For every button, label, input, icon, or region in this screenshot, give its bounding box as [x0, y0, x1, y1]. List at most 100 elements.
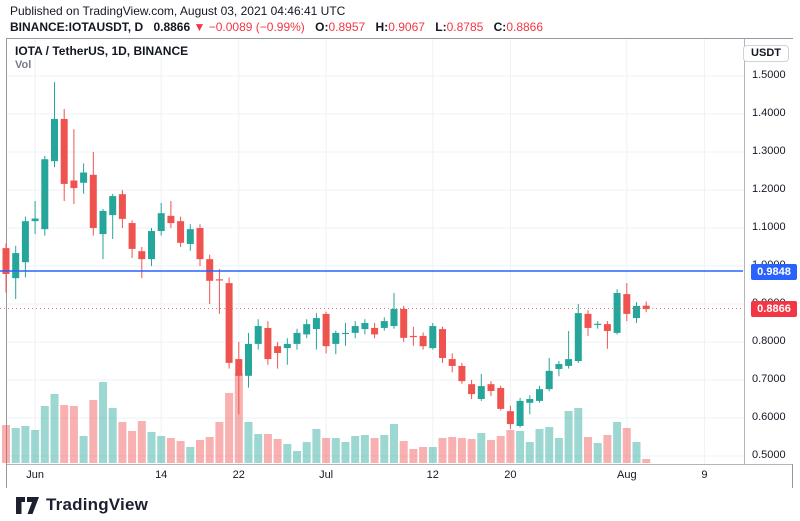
volume-bar — [215, 422, 224, 463]
time-axis-label: 22 — [232, 469, 245, 481]
candle — [41, 155, 49, 236]
close-value: 0.8866 — [506, 20, 544, 34]
tradingview-logo[interactable]: TradingView — [16, 495, 148, 515]
time-axis-label: 9 — [701, 469, 708, 481]
candle — [283, 338, 291, 365]
low-label: L: — [435, 20, 447, 34]
chart-frame: IOTA / TetherUS, 1D, BINANCE Vol 1.5000 1… — [2, 38, 797, 488]
last-price: 0.8866 — [153, 20, 191, 34]
candle — [603, 321, 611, 349]
candle — [167, 201, 175, 228]
volume-bar — [390, 424, 398, 463]
candle — [225, 277, 233, 369]
candle — [312, 313, 320, 350]
candle — [516, 397, 524, 428]
volume-bar — [196, 440, 204, 463]
candle — [2, 243, 10, 293]
candle — [400, 305, 408, 342]
candle — [468, 380, 476, 399]
candle — [303, 319, 311, 339]
chart-title: IOTA / TetherUS, 1D, BINANCE — [15, 44, 189, 58]
price-axis-label: 0.8000 — [752, 335, 786, 347]
candle — [623, 283, 631, 322]
candle — [342, 323, 349, 346]
volume-bar — [380, 435, 389, 463]
time-axis[interactable]: Jun 14 22 Jul 12 20 Aug 9 — [7, 464, 792, 488]
volume-bar — [11, 428, 20, 463]
volume-bar — [448, 437, 457, 463]
time-axis-label: Jul — [319, 469, 334, 481]
last-price-badge-red: 0.8866 — [751, 301, 797, 318]
volume-bar — [234, 373, 243, 463]
time-axis-label: 12 — [426, 469, 439, 481]
volume-bar — [535, 429, 544, 463]
volume-bar — [487, 440, 495, 463]
candle — [21, 216, 29, 278]
volume-bar — [574, 408, 583, 463]
volume-bar — [467, 439, 476, 463]
volume-bar — [166, 438, 175, 463]
tradingview-logo-icon — [16, 496, 39, 514]
candle — [361, 319, 369, 335]
volume-bar — [312, 429, 321, 463]
candle — [506, 405, 514, 430]
candle — [254, 319, 262, 350]
volume-bar — [128, 431, 137, 463]
time-axis-label: Aug — [617, 469, 637, 481]
volume-bar — [283, 444, 292, 463]
volume-bar — [186, 447, 195, 463]
volume-bar — [613, 422, 622, 463]
price-axis-label: 1.4000 — [752, 107, 786, 119]
candle — [574, 304, 582, 363]
candle — [371, 323, 379, 339]
volume-bar — [477, 433, 486, 463]
symbol-ohlc-line: BINANCE:IOTAUSDT, D 0.8866 ▼ −0.0089 (−0… — [10, 20, 543, 35]
volume-bar — [360, 435, 369, 463]
volume-bar — [496, 436, 505, 463]
volume-bar — [506, 430, 515, 463]
volume-bar — [554, 438, 563, 463]
volume-bar — [302, 442, 311, 463]
candle — [31, 201, 39, 235]
volume-bar — [108, 408, 117, 463]
candle — [293, 328, 301, 350]
high-value: 0.9067 — [388, 20, 425, 34]
candle — [555, 361, 563, 377]
price-axis-label: 0.5000 — [752, 449, 786, 461]
candle — [274, 342, 282, 369]
volume-bar — [31, 430, 40, 463]
close-label: C: — [493, 20, 507, 34]
volume-bar — [205, 437, 214, 463]
time-axis-label: Jun — [26, 469, 44, 481]
price-change: −0.0089 (−0.99%) — [208, 20, 305, 34]
volume-bar — [603, 435, 612, 463]
candles — [2, 82, 650, 430]
volume-bar — [438, 438, 447, 463]
chart-canvas[interactable] — [2, 39, 744, 464]
price-axis-label: 1.3000 — [752, 145, 786, 157]
volume-bars — [2, 373, 651, 463]
volume-bar — [176, 441, 185, 463]
volume-bar — [69, 406, 78, 463]
candle — [409, 326, 417, 346]
price-axis[interactable]: 1.50001.40001.30001.20001.10001.00000.90… — [744, 39, 793, 464]
volume-bar — [564, 411, 573, 463]
candle — [613, 289, 621, 335]
volume-bar — [99, 382, 107, 463]
volume-bar — [322, 438, 331, 463]
volume-bar — [399, 441, 408, 463]
candle — [60, 109, 68, 202]
candle — [429, 323, 437, 350]
volume-bar — [118, 422, 127, 463]
volume-bar — [89, 400, 98, 463]
horizontal-price-line[interactable] — [0, 269, 743, 272]
price-line-badge-blue: 0.9848 — [751, 263, 797, 280]
candle — [196, 224, 204, 266]
volume-bar — [632, 442, 641, 463]
price-axis-label: 0.7000 — [752, 373, 786, 385]
currency-unit-button[interactable]: USDT — [743, 45, 789, 62]
candle — [99, 209, 107, 260]
low-value: 0.8785 — [446, 20, 484, 34]
open-value: 0.8957 — [328, 20, 366, 34]
